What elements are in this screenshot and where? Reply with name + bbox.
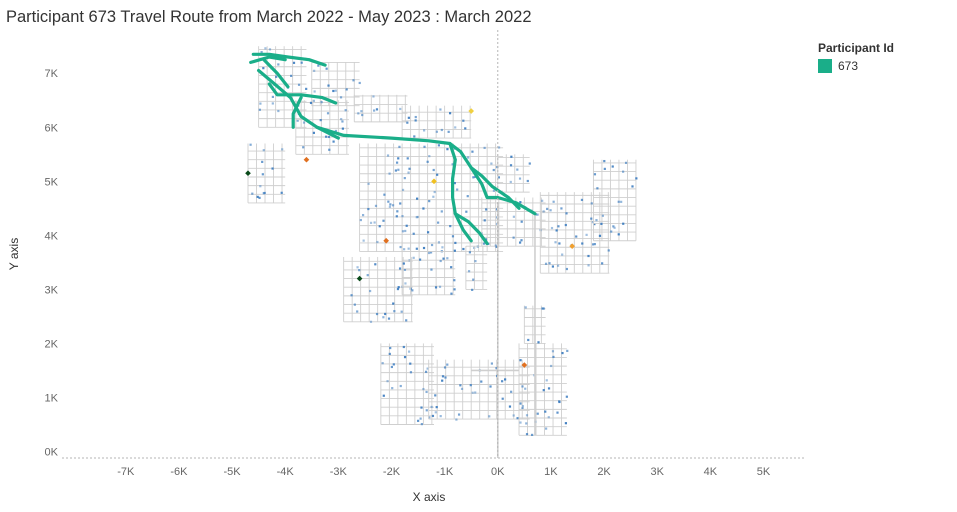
y-tick-label: 3K [45,284,59,296]
route-segment-3[interactable] [267,82,338,105]
y-tick-label: 0K [45,447,59,459]
map-block-10 [343,256,413,323]
map-marker-5 [569,243,575,249]
map-block-0 [247,143,286,204]
route-segment-6[interactable] [448,141,489,246]
x-tick-label: 4K [704,466,718,478]
x-tick-label: -1K [436,466,454,478]
y-tick-label: 2K [45,338,59,350]
map-block-12 [380,343,435,426]
route-segment-1[interactable] [249,55,287,64]
x-tick-label: -6K [170,466,188,478]
y-axis-title: Y axis [7,238,21,270]
x-tick-label: 0K [491,466,505,478]
map-marker-7 [303,156,310,163]
map-block-9 [592,159,638,242]
x-axis-title: X axis [413,490,446,504]
map-marker-4 [521,362,528,368]
map-marker-2 [383,237,389,244]
map-marker-3 [431,178,437,185]
x-tick-label: -7K [117,466,135,478]
route-segment-5[interactable] [315,125,340,140]
axes-layer: -7K -6K -5K -4K -3K -2K -1K 0K 1K 2K 3K 4K 5K 0K 1K 2K 3… [45,30,806,478]
map-block-4 [353,94,409,124]
plot-background [62,30,806,458]
y-tick-label: 6K [45,122,59,134]
x-tick-label: 5K [757,466,771,478]
route-segment-0[interactable] [251,52,327,67]
map-block-5 [401,105,472,139]
y-tick-label: 4K [45,230,59,242]
map-block-3 [295,100,349,155]
map-block-11 [401,240,457,296]
legend-swatch [818,59,832,73]
x-tick-label: 2K [597,466,611,478]
route-segment-4[interactable] [291,96,303,129]
x-tick-label: -2K [383,466,401,478]
map-layer [245,46,638,458]
map-block-13 [428,359,530,421]
map-block-17 [497,154,531,193]
map-block-14 [518,343,569,437]
route-layer [249,52,537,246]
route-segment-8[interactable] [469,166,521,210]
map-block-6 [359,143,504,254]
map-block-16 [465,245,488,291]
route-segment-7[interactable] [453,212,473,243]
map-marker-6 [468,108,475,114]
map-block-8 [539,192,610,274]
y-tick-label: 5K [45,176,59,188]
series-673[interactable] [249,52,537,246]
x-tick-label: 1K [544,466,558,478]
x-tick-label: -4K [277,466,295,478]
chart-title: Participant 673 Travel Route from March … [6,8,532,26]
route-segment-9[interactable] [262,58,290,89]
y-tick-label: 7K [45,68,59,80]
legend-title: Participant Id [818,41,895,55]
legend-label: 673 [838,59,859,73]
legend-item-673[interactable]: 673 [818,59,858,73]
x-tick-label: 3K [650,466,664,478]
x-tick-label: -5K [223,466,241,478]
map-marker-0 [245,170,251,177]
y-tick-label: 1K [45,392,59,404]
map-block-2 [311,61,361,107]
map-marker-1 [356,275,363,282]
x-tick-label: -3K [330,466,348,478]
plot-area[interactable] [62,30,806,458]
